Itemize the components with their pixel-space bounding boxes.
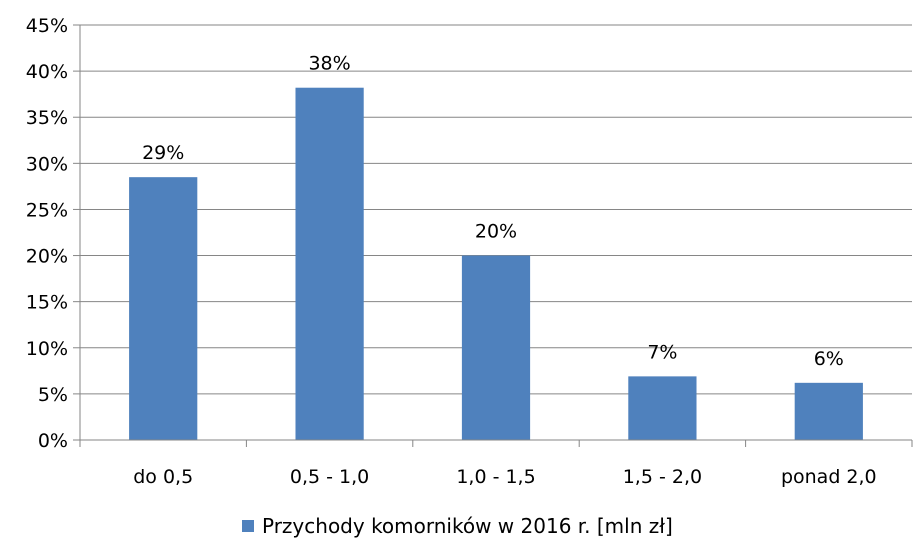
data-label: 7% [647, 341, 677, 363]
y-tick-label: 25% [26, 199, 68, 221]
data-label: 29% [142, 142, 184, 164]
bars [129, 87, 863, 440]
y-tick-label: 45% [26, 15, 68, 37]
y-tick-label: 0% [38, 430, 68, 452]
y-tick-label: 30% [26, 153, 68, 175]
bar [129, 177, 198, 440]
x-tick-label: 1,5 - 2,0 [623, 466, 702, 488]
x-tick-label: 1,0 - 1,5 [456, 466, 535, 488]
legend-label: Przychody komorników w 2016 r. [mln zł] [262, 514, 673, 538]
data-label: 6% [814, 348, 844, 370]
bar [628, 376, 697, 440]
legend: Przychody komorników w 2016 r. [mln zł] [242, 514, 673, 538]
y-tick-label: 40% [26, 61, 68, 83]
x-tick-label: do 0,5 [133, 466, 193, 488]
x-axis: do 0,5 0,5 - 1,0 1,0 - 1,5 1,5 - 2,0 ponad 2… [79, 439, 913, 488]
data-label: 20% [475, 221, 517, 243]
x-tick-label: 0,5 - 1,0 [290, 466, 369, 488]
y-tick-label: 5% [38, 384, 68, 406]
legend-swatch [242, 520, 254, 532]
data-labels: 29% 38% 20% 7% 6% [142, 53, 844, 370]
y-tick-label: 20% [26, 246, 68, 268]
bar [794, 382, 863, 440]
y-tick-label: 10% [26, 338, 68, 360]
y-axis-ticks: 0% 5% 10% 15% 20% 25% 30% 35% 40% 45% [26, 15, 81, 452]
y-tick-label: 15% [26, 292, 68, 314]
x-tick-label: ponad 2,0 [781, 466, 877, 488]
bar [461, 255, 531, 440]
bar [295, 87, 364, 440]
data-label: 38% [308, 53, 350, 75]
y-tick-label: 35% [26, 107, 68, 129]
